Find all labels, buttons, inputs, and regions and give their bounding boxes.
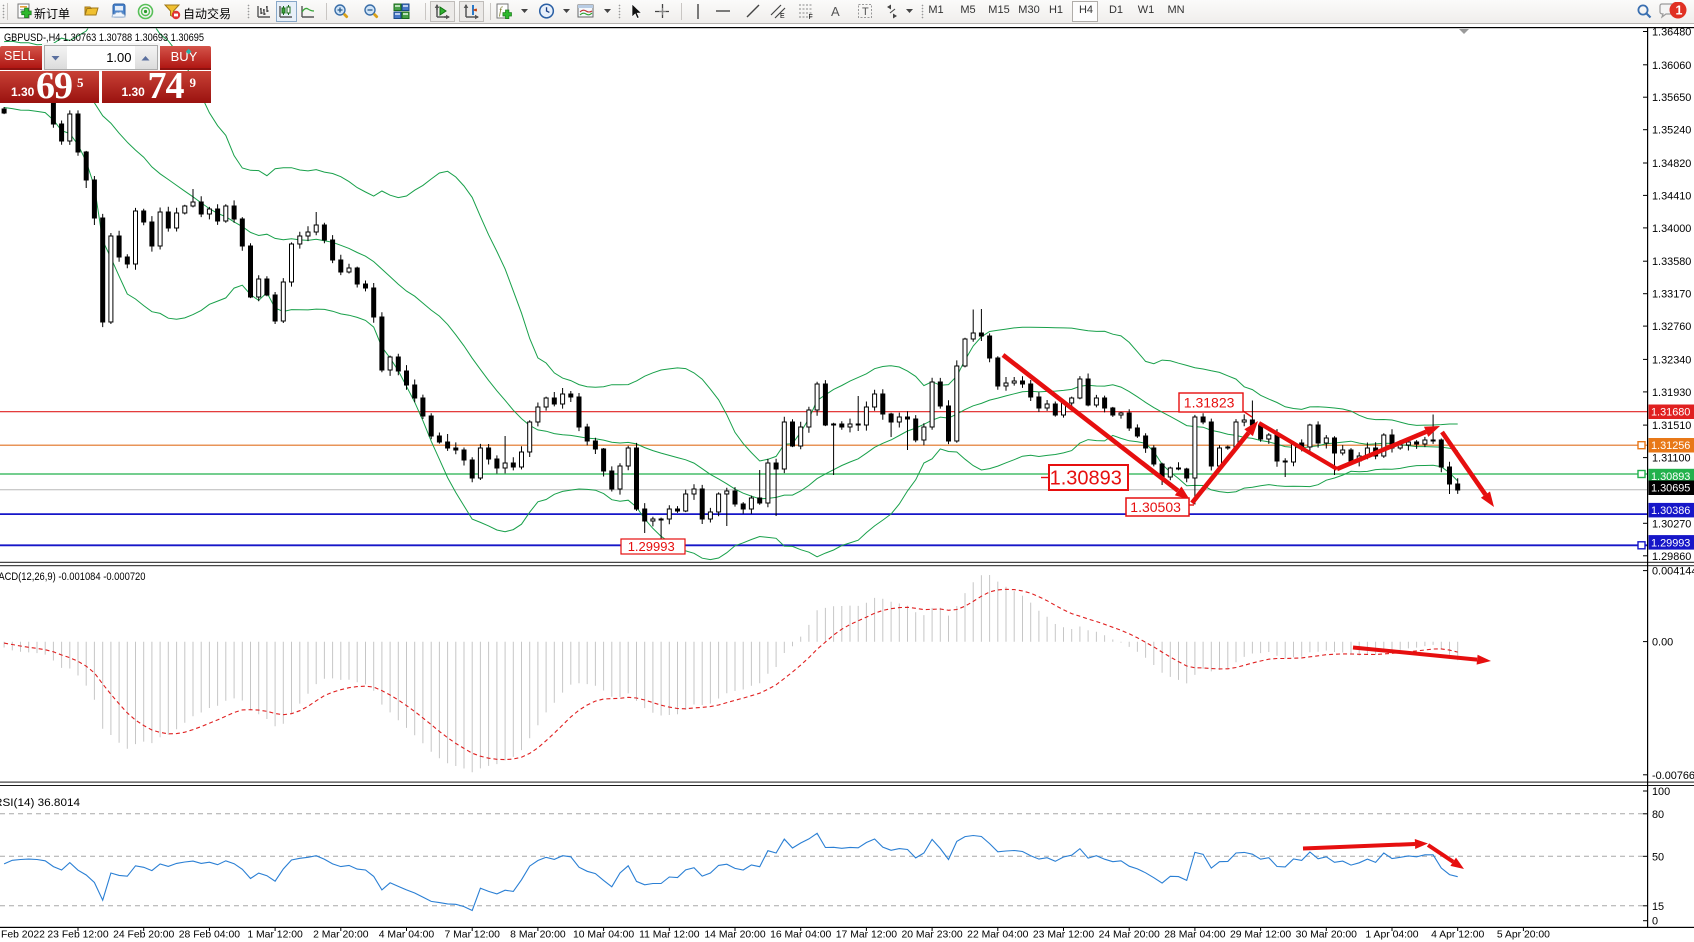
svg-text:1.33170: 1.33170 xyxy=(1652,289,1691,301)
svg-text:11 Mar 12:00: 11 Mar 12:00 xyxy=(639,930,700,941)
svg-text:1.31256: 1.31256 xyxy=(1651,440,1690,452)
svg-text:1: 1 xyxy=(1676,4,1683,18)
svg-text:GBPUSD-,H4 1.30763 1.30788 1.: GBPUSD-,H4 1.30763 1.30788 1.30693 1.306… xyxy=(4,32,204,44)
svg-text:28 Mar 04:00: 28 Mar 04:00 xyxy=(1164,930,1225,941)
svg-text:8 Mar 20:00: 8 Mar 20:00 xyxy=(510,930,566,941)
svg-text:1.31510: 1.31510 xyxy=(1652,420,1691,432)
svg-text:f: f xyxy=(499,6,503,17)
svg-text:28 Feb 04:00: 28 Feb 04:00 xyxy=(179,930,240,941)
svg-text:50: 50 xyxy=(1652,851,1664,863)
svg-text:-0.007664: -0.007664 xyxy=(1652,770,1694,782)
svg-text:24 Mar 20:00: 24 Mar 20:00 xyxy=(1099,930,1160,941)
svg-text:15: 15 xyxy=(1652,901,1664,913)
svg-text:4 Mar 04:00: 4 Mar 04:00 xyxy=(379,930,435,941)
svg-text:MACD(12,26,9) -0.001084 -0.000: MACD(12,26,9) -0.001084 -0.000720 xyxy=(0,571,146,583)
svg-text:1.32340: 1.32340 xyxy=(1652,354,1691,366)
svg-text:1.29993: 1.29993 xyxy=(628,539,675,554)
svg-text:1.29860: 1.29860 xyxy=(1652,551,1691,563)
svg-text:1.30893: 1.30893 xyxy=(1651,471,1690,483)
svg-text:1.30503: 1.30503 xyxy=(1130,499,1181,515)
svg-text:E: E xyxy=(780,13,785,20)
svg-text:RSI(14) 36.8014: RSI(14) 36.8014 xyxy=(0,797,80,809)
svg-text:1.30893: 1.30893 xyxy=(1050,468,1122,490)
svg-text:2 Mar 20:00: 2 Mar 20:00 xyxy=(313,930,369,941)
svg-text:1.36060: 1.36060 xyxy=(1652,60,1691,72)
svg-text:5 Apr 20:00: 5 Apr 20:00 xyxy=(1497,930,1550,941)
svg-text:0: 0 xyxy=(1652,916,1658,928)
svg-text:1.31823: 1.31823 xyxy=(1184,395,1235,411)
svg-text:0.004144: 0.004144 xyxy=(1652,566,1694,578)
svg-text:1 Mar 12:00: 1 Mar 12:00 xyxy=(247,930,303,941)
svg-text:10 Mar 04:00: 10 Mar 04:00 xyxy=(573,930,634,941)
svg-text:7 Mar 12:00: 7 Mar 12:00 xyxy=(444,930,500,941)
svg-text:1.31100: 1.31100 xyxy=(1652,453,1691,465)
svg-text:4 Apr 12:00: 4 Apr 12:00 xyxy=(1431,930,1484,941)
svg-text:29 Mar 12:00: 29 Mar 12:00 xyxy=(1230,930,1291,941)
svg-text:17 Mar 12:00: 17 Mar 12:00 xyxy=(836,930,897,941)
svg-text:1.34410: 1.34410 xyxy=(1652,190,1691,202)
svg-text:1.31680: 1.31680 xyxy=(1651,407,1690,419)
svg-text:23 Feb 12:00: 23 Feb 12:00 xyxy=(47,930,108,941)
svg-text:1.34000: 1.34000 xyxy=(1652,223,1691,235)
svg-text:1.35240: 1.35240 xyxy=(1652,125,1691,137)
svg-text:1.35650: 1.35650 xyxy=(1652,92,1691,104)
svg-text:1.31930: 1.31930 xyxy=(1652,387,1691,399)
svg-text:1.36480: 1.36480 xyxy=(1652,27,1691,39)
svg-text:16 Mar 04:00: 16 Mar 04:00 xyxy=(770,930,831,941)
svg-text:20 Mar 23:00: 20 Mar 23:00 xyxy=(901,930,962,941)
svg-text:Feb 2022: Feb 2022 xyxy=(1,930,45,941)
svg-text:1.30270: 1.30270 xyxy=(1652,518,1691,530)
svg-text:1.30695: 1.30695 xyxy=(1651,483,1690,495)
svg-text:1.33580: 1.33580 xyxy=(1652,256,1691,268)
svg-text:1.34820: 1.34820 xyxy=(1652,158,1691,170)
svg-text:1.30386: 1.30386 xyxy=(1651,505,1690,517)
svg-text:1.32760: 1.32760 xyxy=(1652,321,1691,333)
svg-text:23 Mar 12:00: 23 Mar 12:00 xyxy=(1033,930,1094,941)
svg-text:100: 100 xyxy=(1652,786,1670,798)
svg-text:0.00: 0.00 xyxy=(1652,637,1673,649)
svg-text:30 Mar 20:00: 30 Mar 20:00 xyxy=(1296,930,1357,941)
svg-text:1.29993: 1.29993 xyxy=(1651,537,1690,549)
svg-text:80: 80 xyxy=(1652,809,1664,821)
svg-text:24 Feb 20:00: 24 Feb 20:00 xyxy=(113,930,174,941)
svg-text:T: T xyxy=(862,6,869,18)
svg-text:F: F xyxy=(809,14,813,20)
svg-text:14 Mar 20:00: 14 Mar 20:00 xyxy=(704,930,765,941)
svg-text:1 Apr 04:00: 1 Apr 04:00 xyxy=(1365,930,1418,941)
svg-text:22 Mar 04:00: 22 Mar 04:00 xyxy=(967,930,1028,941)
